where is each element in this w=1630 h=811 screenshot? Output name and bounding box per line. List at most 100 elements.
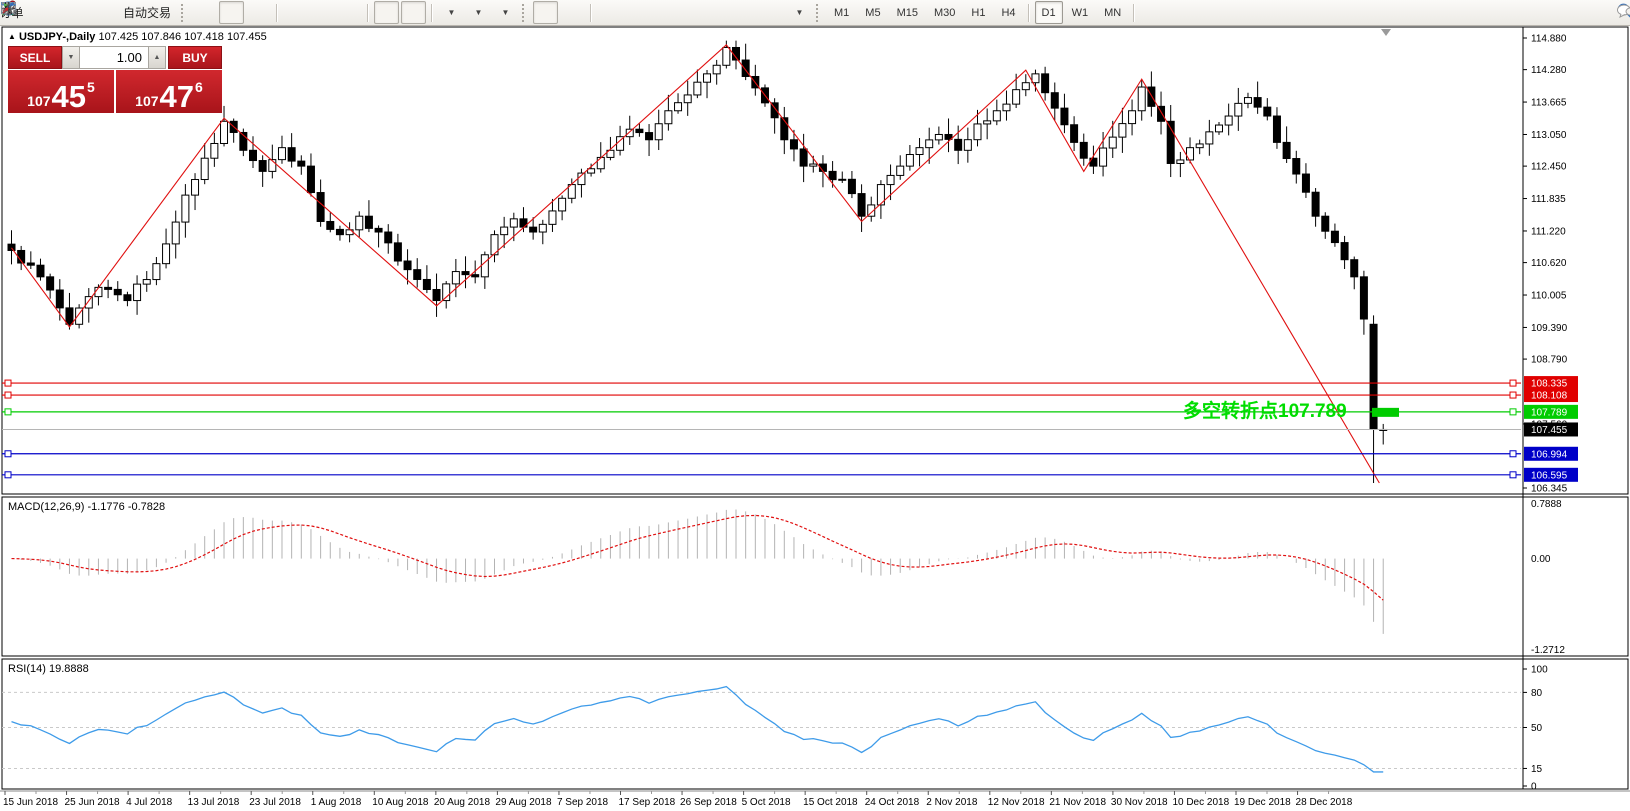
- line-chart-button[interactable]: [1, 1, 271, 24]
- autotrading-button[interactable]: 自动交易: [0, 0, 176, 24]
- level-handle-right: [1509, 408, 1517, 416]
- timeframe-d1[interactable]: D1: [1034, 1, 1063, 24]
- date-label: 20 Aug 2018: [434, 797, 491, 808]
- level-box: [1524, 388, 1578, 403]
- date-label: 15 Oct 2018: [803, 797, 858, 808]
- buy-button[interactable]: BUY: [168, 46, 222, 69]
- candles: [7, 40, 1388, 483]
- new-order-button[interactable]: [1, 1, 58, 24]
- templates-button[interactable]: ▼: [1, 1, 517, 24]
- macd-scale-zero: 0.00: [1531, 554, 1551, 565]
- zoom-out-button[interactable]: [1, 1, 335, 24]
- chevron-down-icon: ▼: [474, 8, 483, 17]
- level-label: 108.335: [1531, 379, 1568, 390]
- bar-chart-button[interactable]: [2, 1, 217, 24]
- ohlc-high: 107.846: [141, 31, 182, 43]
- volume-input[interactable]: 1.00: [80, 46, 148, 69]
- text-tool-button[interactable]: A: [4, 1, 757, 24]
- macd-scale-max: 0.7888: [1531, 499, 1562, 510]
- ohlc-open: 107.425: [98, 31, 139, 43]
- sell-button[interactable]: SELL: [8, 46, 62, 69]
- date-label: 23 Jul 2018: [249, 797, 301, 808]
- sell-price[interactable]: 107 45 5: [8, 70, 114, 113]
- date-label: 10 Aug 2018: [372, 797, 429, 808]
- toolbar-drag-handle[interactable]: [181, 3, 187, 22]
- arrows-tool-button[interactable]: ▼: [2, 1, 811, 24]
- current-price-box: [1524, 422, 1578, 437]
- buy-price-point: 6: [195, 79, 203, 95]
- channel-tool-button[interactable]: E: [1, 1, 703, 24]
- turning-point-marker: [1372, 407, 1399, 417]
- trendline-tool-button[interactable]: [2, 1, 676, 24]
- ohlc-low: 107.418: [184, 31, 224, 43]
- date-label: 30 Nov 2018: [1111, 797, 1168, 808]
- tile-windows-button[interactable]: [2, 1, 362, 24]
- level-handle-left: [4, 379, 12, 387]
- add-indicator-button[interactable]: ▼: [1, 1, 463, 24]
- level-box: [1524, 467, 1578, 482]
- rsi-label: RSI(14) 19.8888: [8, 663, 89, 675]
- date-label: 25 Jun 2018: [65, 797, 120, 808]
- volume-increase-button[interactable]: ▲: [148, 46, 166, 69]
- chart-window-button[interactable]: [1, 1, 85, 24]
- zoom-in-button[interactable]: [1, 1, 308, 24]
- timeframe-h1[interactable]: H1: [971, 6, 986, 19]
- periods-button[interactable]: ▼: [1, 1, 490, 24]
- date-label: 1 Aug 2018: [311, 797, 362, 808]
- sell-price-pips: 45: [51, 78, 87, 114]
- date-label: 24 Oct 2018: [865, 797, 920, 808]
- level-handle-left: [4, 408, 12, 416]
- level-handle-right: [1509, 391, 1517, 399]
- svg-text:111.835: 111.835: [1531, 194, 1566, 205]
- level-label: 106.994: [1531, 449, 1568, 460]
- timeframe-h4[interactable]: H4: [1001, 6, 1016, 19]
- timeframe-m15[interactable]: M15: [896, 6, 918, 19]
- turning-point-annotation[interactable]: 多空转折点107.789: [1183, 401, 1347, 422]
- volume-decrease-button[interactable]: ▼: [62, 46, 80, 69]
- crosshair-tool-button[interactable]: [2, 1, 585, 24]
- toolbar-drag-handle[interactable]: [816, 3, 822, 22]
- svg-text:109.390: 109.390: [1531, 323, 1568, 334]
- rsi-axis-label: 80: [1531, 688, 1543, 699]
- svg-text:114.280: 114.280: [1531, 65, 1567, 76]
- current-price-label: 107.455: [1531, 425, 1568, 436]
- timeframe-m30[interactable]: M30: [933, 6, 956, 19]
- level-handle-right: [1509, 450, 1517, 458]
- chart-shift-button[interactable]: [1, 1, 427, 24]
- date-label: 26 Sep 2018: [680, 797, 737, 808]
- signals-button[interactable]: [1, 1, 112, 24]
- timeframe-mn[interactable]: MN: [1104, 6, 1122, 19]
- svg-text:112.450: 112.450: [1531, 162, 1567, 173]
- svg-text:108.790: 108.790: [1531, 355, 1568, 366]
- timeframe-m1[interactable]: M1: [834, 6, 850, 19]
- date-label: 10 Dec 2018: [1172, 797, 1229, 808]
- macd-pane: [1, 496, 1629, 657]
- date-label: 13 Jul 2018: [188, 797, 240, 808]
- autotrading-label: 自动交易: [123, 6, 172, 20]
- rsi-axis-label: 100: [1531, 665, 1548, 676]
- date-label: 2 Nov 2018: [926, 797, 978, 808]
- timeframe-w1[interactable]: W1: [1071, 6, 1089, 19]
- cursor-tool-button[interactable]: [5, 1, 559, 24]
- vertical-line-tool-button[interactable]: [7, 1, 622, 24]
- horizontal-line-tool-button[interactable]: [2, 1, 649, 24]
- auto-scroll-button[interactable]: [1, 1, 400, 24]
- buy-price[interactable]: 107 47 6: [116, 70, 222, 113]
- toolbar-drag-handle[interactable]: [522, 3, 528, 22]
- fibonacci-tool-button[interactable]: F: [2, 1, 730, 24]
- date-label: 28 Dec 2018: [1296, 797, 1353, 808]
- candlestick-chart-button[interactable]: [2, 1, 245, 24]
- sell-price-point: 5: [87, 79, 95, 95]
- label-tool-button[interactable]: T: [1, 1, 784, 24]
- date-label: 17 Sep 2018: [619, 797, 676, 808]
- svg-text:A: A: [4, 1, 13, 16]
- timeframe-m5[interactable]: M5: [865, 6, 881, 19]
- rsi-line: [11, 685, 1384, 773]
- rsi-pane: [1, 658, 1629, 790]
- level-handle-left: [4, 471, 12, 479]
- oct-collapse-arrow[interactable]: ▲: [8, 32, 16, 41]
- macd-signal-line: [11, 514, 1384, 601]
- rsi-axis-label: 0: [1531, 782, 1537, 793]
- level-label: 107.789: [1531, 407, 1568, 418]
